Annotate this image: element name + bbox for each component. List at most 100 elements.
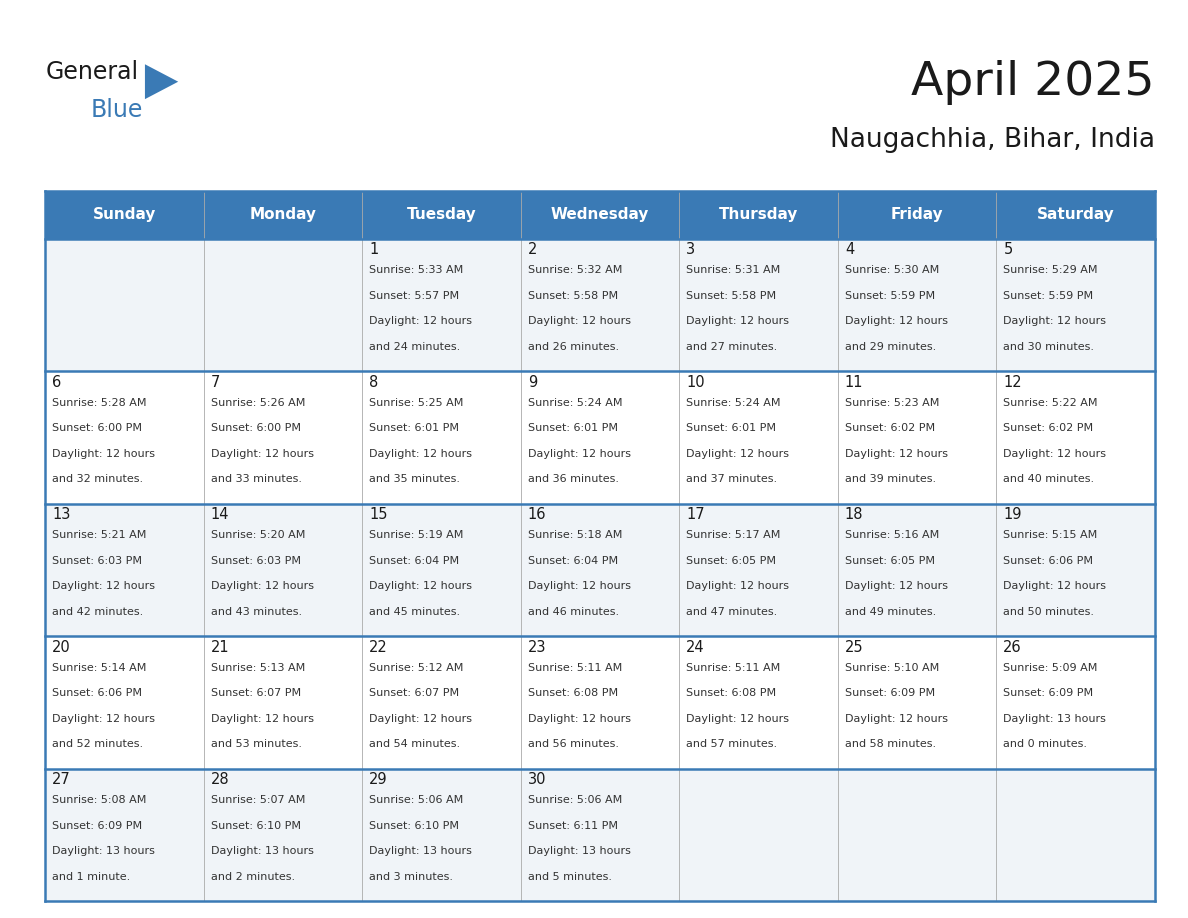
Text: 30: 30	[527, 772, 546, 788]
Bar	[997, 371, 1155, 504]
Text: Sunrise: 5:32 AM: Sunrise: 5:32 AM	[527, 265, 623, 275]
Text: 2: 2	[527, 242, 537, 257]
Text: 20: 20	[52, 640, 71, 655]
Bar	[520, 636, 680, 769]
Text: 8: 8	[369, 375, 379, 389]
Text: 7: 7	[210, 375, 220, 389]
Text: 5: 5	[1004, 242, 1012, 257]
Text: Daylight: 13 hours: Daylight: 13 hours	[1004, 714, 1106, 724]
Text: April 2025: April 2025	[911, 60, 1155, 105]
Text: Wednesday: Wednesday	[551, 207, 649, 222]
Text: and 26 minutes.: and 26 minutes.	[527, 341, 619, 352]
Text: Sunrise: 5:13 AM: Sunrise: 5:13 AM	[210, 663, 305, 673]
Text: Daylight: 12 hours: Daylight: 12 hours	[1004, 316, 1106, 326]
Bar	[838, 636, 997, 769]
Text: 11: 11	[845, 375, 864, 389]
Text: 1: 1	[369, 242, 379, 257]
Text: Tuesday: Tuesday	[406, 207, 476, 222]
Text: Sunset: 6:05 PM: Sunset: 6:05 PM	[845, 555, 935, 565]
Text: 27: 27	[52, 772, 71, 788]
Text: Daylight: 12 hours: Daylight: 12 hours	[527, 714, 631, 724]
Text: Sunset: 6:08 PM: Sunset: 6:08 PM	[527, 688, 618, 699]
Text: Daylight: 12 hours: Daylight: 12 hours	[210, 714, 314, 724]
Text: Blue: Blue	[90, 98, 143, 122]
Text: and 53 minutes.: and 53 minutes.	[210, 739, 302, 749]
Text: Sunrise: 5:22 AM: Sunrise: 5:22 AM	[1004, 397, 1098, 408]
Text: and 36 minutes.: and 36 minutes.	[527, 475, 619, 484]
Bar	[680, 769, 838, 901]
Bar	[680, 504, 838, 636]
Bar	[520, 191, 680, 239]
Text: 15: 15	[369, 507, 387, 522]
Text: and 0 minutes.: and 0 minutes.	[1004, 739, 1087, 749]
Text: Sunset: 6:10 PM: Sunset: 6:10 PM	[369, 821, 460, 831]
Text: Sunset: 6:03 PM: Sunset: 6:03 PM	[210, 555, 301, 565]
Text: Sunset: 6:11 PM: Sunset: 6:11 PM	[527, 821, 618, 831]
Text: and 29 minutes.: and 29 minutes.	[845, 341, 936, 352]
Text: Sunrise: 5:33 AM: Sunrise: 5:33 AM	[369, 265, 463, 275]
Text: 21: 21	[210, 640, 229, 655]
Text: 6: 6	[52, 375, 62, 389]
Text: 10: 10	[687, 375, 704, 389]
Bar	[45, 504, 203, 636]
Text: Saturday: Saturday	[1037, 207, 1114, 222]
Text: Sunrise: 5:07 AM: Sunrise: 5:07 AM	[210, 795, 305, 805]
Text: Sunset: 6:00 PM: Sunset: 6:00 PM	[210, 423, 301, 433]
Text: Daylight: 12 hours: Daylight: 12 hours	[687, 316, 789, 326]
Text: and 35 minutes.: and 35 minutes.	[369, 475, 460, 484]
Text: and 42 minutes.: and 42 minutes.	[52, 607, 144, 617]
Text: Daylight: 12 hours: Daylight: 12 hours	[527, 581, 631, 591]
Text: Sunrise: 5:26 AM: Sunrise: 5:26 AM	[210, 397, 305, 408]
Bar	[520, 371, 680, 504]
Text: and 2 minutes.: and 2 minutes.	[210, 872, 295, 882]
Text: Daylight: 13 hours: Daylight: 13 hours	[52, 846, 156, 856]
Text: Daylight: 12 hours: Daylight: 12 hours	[845, 714, 948, 724]
Text: 19: 19	[1004, 507, 1022, 522]
Bar	[680, 371, 838, 504]
Bar	[203, 191, 362, 239]
Text: Sunset: 6:06 PM: Sunset: 6:06 PM	[52, 688, 143, 699]
Text: Sunset: 6:04 PM: Sunset: 6:04 PM	[527, 555, 618, 565]
Bar	[203, 371, 362, 504]
Text: and 56 minutes.: and 56 minutes.	[527, 739, 619, 749]
Bar	[362, 636, 520, 769]
Bar	[362, 191, 520, 239]
Text: 14: 14	[210, 507, 229, 522]
Bar	[838, 191, 997, 239]
Text: Sunrise: 5:15 AM: Sunrise: 5:15 AM	[1004, 531, 1098, 541]
Text: Sunset: 6:02 PM: Sunset: 6:02 PM	[1004, 423, 1093, 433]
Text: Daylight: 12 hours: Daylight: 12 hours	[845, 581, 948, 591]
Bar	[362, 239, 520, 371]
Text: and 5 minutes.: and 5 minutes.	[527, 872, 612, 882]
Text: Sunset: 5:58 PM: Sunset: 5:58 PM	[687, 291, 777, 301]
Text: 13: 13	[52, 507, 70, 522]
Text: Daylight: 13 hours: Daylight: 13 hours	[369, 846, 472, 856]
Text: and 32 minutes.: and 32 minutes.	[52, 475, 144, 484]
Text: Sunset: 6:10 PM: Sunset: 6:10 PM	[210, 821, 301, 831]
Text: and 54 minutes.: and 54 minutes.	[369, 739, 461, 749]
Text: Sunset: 6:07 PM: Sunset: 6:07 PM	[210, 688, 301, 699]
Text: Daylight: 12 hours: Daylight: 12 hours	[845, 316, 948, 326]
Text: Sunset: 6:08 PM: Sunset: 6:08 PM	[687, 688, 777, 699]
Text: Daylight: 12 hours: Daylight: 12 hours	[369, 449, 473, 459]
Text: Sunrise: 5:24 AM: Sunrise: 5:24 AM	[527, 397, 623, 408]
Text: 28: 28	[210, 772, 229, 788]
Bar	[45, 636, 203, 769]
Text: Sunrise: 5:10 AM: Sunrise: 5:10 AM	[845, 663, 939, 673]
Text: 3: 3	[687, 242, 695, 257]
Bar	[680, 239, 838, 371]
Text: and 57 minutes.: and 57 minutes.	[687, 739, 777, 749]
Text: Daylight: 12 hours: Daylight: 12 hours	[845, 449, 948, 459]
Text: Sunrise: 5:21 AM: Sunrise: 5:21 AM	[52, 531, 146, 541]
Text: Sunset: 6:05 PM: Sunset: 6:05 PM	[687, 555, 776, 565]
Bar	[997, 191, 1155, 239]
Text: 4: 4	[845, 242, 854, 257]
Text: Thursday: Thursday	[719, 207, 798, 222]
Text: Sunrise: 5:28 AM: Sunrise: 5:28 AM	[52, 397, 147, 408]
Text: Sunrise: 5:30 AM: Sunrise: 5:30 AM	[845, 265, 939, 275]
Text: Sunset: 5:58 PM: Sunset: 5:58 PM	[527, 291, 618, 301]
Text: and 24 minutes.: and 24 minutes.	[369, 341, 461, 352]
Text: 25: 25	[845, 640, 864, 655]
Text: Sunrise: 5:11 AM: Sunrise: 5:11 AM	[527, 663, 623, 673]
Text: Sunset: 5:59 PM: Sunset: 5:59 PM	[845, 291, 935, 301]
